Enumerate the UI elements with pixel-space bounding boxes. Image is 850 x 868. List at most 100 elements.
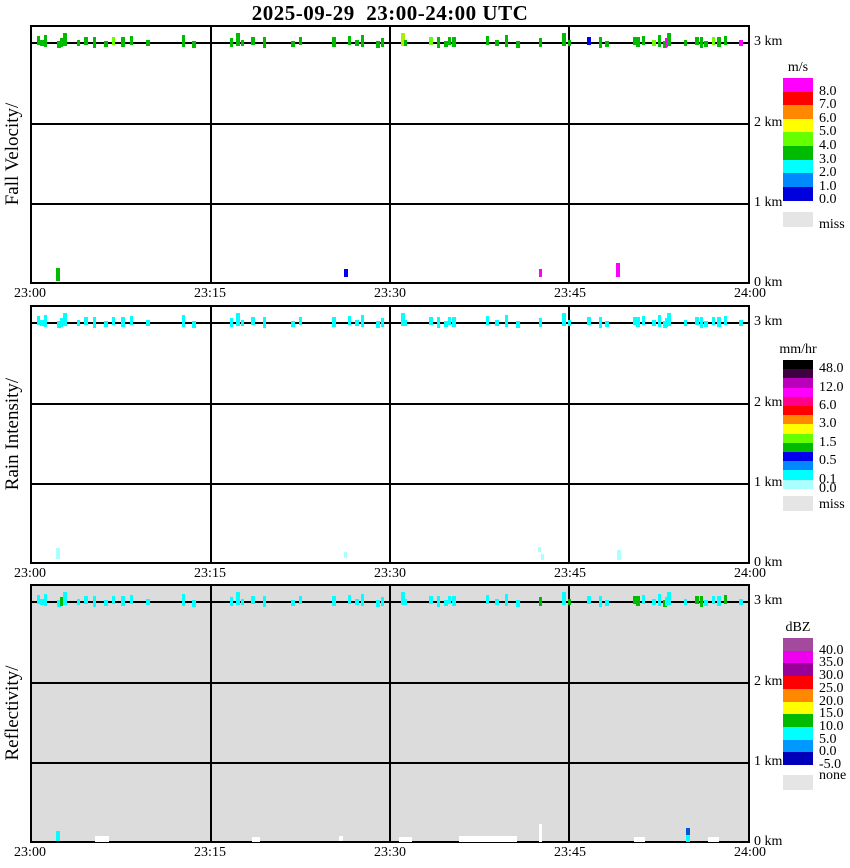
echo-mark <box>738 320 743 326</box>
surface-mark <box>538 824 542 842</box>
colorbar-segment <box>783 424 813 435</box>
colorbar-title-rain-intensity: mm/hr <box>779 342 817 357</box>
surface-mark <box>95 836 110 842</box>
echo-mark <box>662 320 667 328</box>
colorbar-tick-label: 15.0 <box>819 706 844 722</box>
colorbar-segment <box>783 369 813 379</box>
echo-mark <box>129 594 133 604</box>
colorbar-segment <box>783 442 813 453</box>
echo-mark <box>738 599 743 605</box>
time-tick-label: 23:45 <box>554 845 586 860</box>
colorbar-segment <box>783 159 813 174</box>
echo-mark <box>192 40 197 48</box>
colorbar-title-fall-velocity: m/s <box>787 60 809 75</box>
missing-label: miss <box>819 217 845 232</box>
echo-mark <box>299 317 302 325</box>
echo-mark <box>263 595 267 607</box>
echo-mark <box>651 320 656 326</box>
echo-mark <box>704 321 709 327</box>
colorbar-segment <box>783 396 813 407</box>
echo-mark <box>92 595 96 607</box>
height-label: 0 km <box>754 834 783 849</box>
time-tick-label: 23:00 <box>14 845 46 860</box>
echo-mark <box>331 596 336 606</box>
echo-mark <box>567 599 571 605</box>
surface-mark <box>252 837 261 842</box>
echo-mark <box>605 600 610 606</box>
time-tick-label: 24:00 <box>734 566 766 581</box>
echo-mark <box>562 32 567 46</box>
colorbar-segment <box>783 479 813 490</box>
rain-intensity-plot-area <box>30 305 750 564</box>
echo-mark <box>39 599 44 605</box>
echo-mark <box>229 37 233 47</box>
echo-mark <box>347 35 351 45</box>
surface-mark <box>615 263 620 277</box>
echo-mark <box>354 320 359 326</box>
echo-mark <box>111 317 115 325</box>
time-tick-label: 23:30 <box>374 286 406 301</box>
echo-mark <box>192 599 197 607</box>
colorbar-tick-label: 5.0 <box>819 731 837 747</box>
echo-mark <box>104 600 108 606</box>
echo-mark <box>145 320 150 326</box>
echo-mark <box>111 37 115 45</box>
echo-mark <box>92 36 96 48</box>
echo-mark <box>83 317 88 325</box>
echo-mark <box>658 594 662 606</box>
colorbar-segment <box>783 132 813 147</box>
colorbar-tick-label: 35.0 <box>819 655 844 671</box>
echo-mark <box>605 321 610 327</box>
echo-mark <box>636 596 641 606</box>
echo-mark <box>428 37 433 45</box>
colorbar-tick-label: 0.1 <box>819 471 837 487</box>
time-tick-label: 23:15 <box>194 286 226 301</box>
echo-mark <box>376 40 381 48</box>
echo-mark <box>587 317 592 325</box>
echo-mark <box>694 37 699 45</box>
echo-mark <box>723 35 727 45</box>
colorbar-segment <box>783 638 813 652</box>
echo-mark <box>236 591 241 605</box>
colorbar-segment <box>783 146 813 161</box>
echo-mark <box>43 35 47 47</box>
surface-mark <box>633 837 645 842</box>
echo-mark <box>437 595 441 607</box>
echo-mark <box>633 37 637 45</box>
echo-mark <box>404 40 407 46</box>
echo-mark <box>111 596 115 604</box>
echo-mark <box>444 41 449 47</box>
colorbar-tick-label: 0.0 <box>819 192 837 208</box>
colorbar-segment <box>783 650 813 664</box>
echo-mark <box>182 594 186 606</box>
echo-mark <box>229 596 233 606</box>
echo-mark <box>665 317 669 327</box>
echo-mark <box>60 37 64 47</box>
echo-mark <box>229 317 233 327</box>
echo-mark <box>437 36 441 48</box>
echo-mark <box>361 315 365 327</box>
surface-mark <box>686 828 691 835</box>
echo-mark <box>651 599 656 605</box>
fall-velocity-plot-area <box>30 25 750 284</box>
echo-mark <box>39 320 44 326</box>
echo-mark <box>347 594 351 604</box>
echo-mark <box>562 312 567 326</box>
echo-mark <box>63 591 68 605</box>
time-tick-label: 23:45 <box>554 286 586 301</box>
echo-mark <box>428 596 433 604</box>
grid-line-vertical <box>568 307 570 562</box>
echo-mark <box>36 35 40 45</box>
echo-mark <box>665 596 669 606</box>
missing-swatch <box>783 212 813 227</box>
echo-mark <box>486 315 490 325</box>
echo-mark <box>376 599 381 607</box>
echo-mark <box>486 594 490 604</box>
echo-mark <box>120 317 125 327</box>
height-label: 1 km <box>754 754 783 770</box>
time-tick-label: 23:15 <box>194 845 226 860</box>
echo-mark <box>192 320 197 328</box>
colorbar-tick-label: 0.0 <box>819 744 837 760</box>
echo-mark <box>598 36 602 48</box>
echo-mark <box>57 40 62 48</box>
